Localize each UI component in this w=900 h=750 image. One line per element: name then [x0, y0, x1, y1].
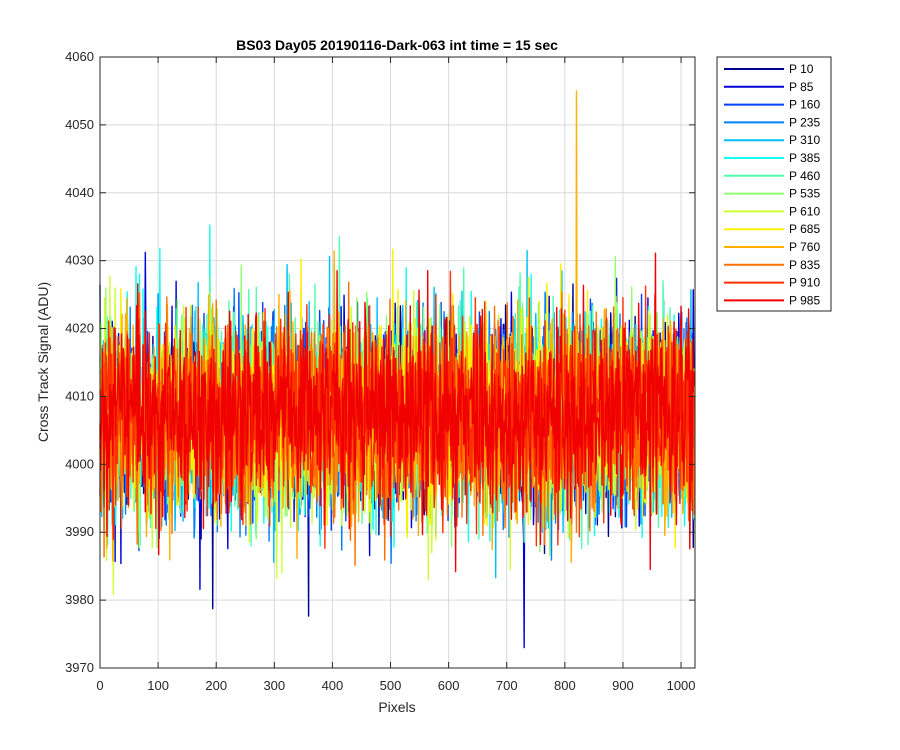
y-tick-label: 4030: [65, 253, 94, 268]
y-tick-label: 4050: [65, 117, 94, 132]
legend-label: P 760: [789, 240, 820, 254]
y-tick-label: 4000: [65, 456, 94, 471]
series-line-p985: [99, 252, 696, 573]
legend-label: P 460: [789, 169, 820, 183]
axis-ticks: [99, 56, 695, 669]
legend-label: P 685: [789, 222, 820, 236]
y-tick-label: 4040: [65, 185, 94, 200]
legend: P 10 P 85 P 160 P 235 P 310 P 385 P 460 P 535 P …: [716, 56, 832, 312]
x-tick-labels: 0 100 200 300 400 500 600 700 800 900 1000: [96, 678, 695, 693]
x-tick-label: 100: [147, 678, 169, 693]
legend-label: P 835: [789, 258, 820, 272]
x-tick-label: 700: [496, 678, 518, 693]
legend-label: P 385: [789, 151, 820, 165]
legend-label: P 985: [789, 293, 820, 307]
x-tick-label: 200: [205, 678, 227, 693]
plot-frame: [99, 56, 696, 669]
y-tick-label: 3970: [65, 660, 94, 675]
x-tick-label: 300: [263, 678, 285, 693]
y-tick-label: 4020: [65, 321, 94, 336]
legend-label: P 235: [789, 115, 820, 129]
x-tick-label: 800: [554, 678, 576, 693]
legend-label: P 10: [789, 62, 814, 76]
legend-label: P 535: [789, 187, 820, 201]
legend-label: P 910: [789, 276, 820, 290]
x-axis-label: Pixels: [378, 699, 415, 715]
y-axis-label: Cross Track Signal (ADU): [35, 282, 51, 442]
x-tick-label: 900: [612, 678, 634, 693]
legend-box: [716, 56, 832, 312]
legend-label: P 310: [789, 133, 820, 147]
legend-label: P 610: [789, 204, 820, 218]
x-tick-label: 1000: [667, 678, 696, 693]
x-tick-label: 600: [438, 678, 460, 693]
chart-title: BS03 Day05 20190116-Dark-063 int time = …: [236, 37, 558, 53]
y-tick-label: 4010: [65, 388, 94, 403]
series-lines: [99, 90, 696, 649]
x-tick-label: 500: [380, 678, 402, 693]
y-tick-label: 4060: [65, 49, 94, 64]
legend-label: P 160: [789, 98, 820, 112]
legend-label: P 85: [789, 80, 814, 94]
y-tick-label: 3990: [65, 524, 94, 539]
y-tick-label: 3980: [65, 592, 94, 607]
x-tick-label: 400: [322, 678, 344, 693]
y-tick-labels: 3970 3980 3990 4000 4010 4020 4030 4040 4050 4060: [65, 49, 94, 675]
x-tick-label: 0: [96, 678, 103, 693]
